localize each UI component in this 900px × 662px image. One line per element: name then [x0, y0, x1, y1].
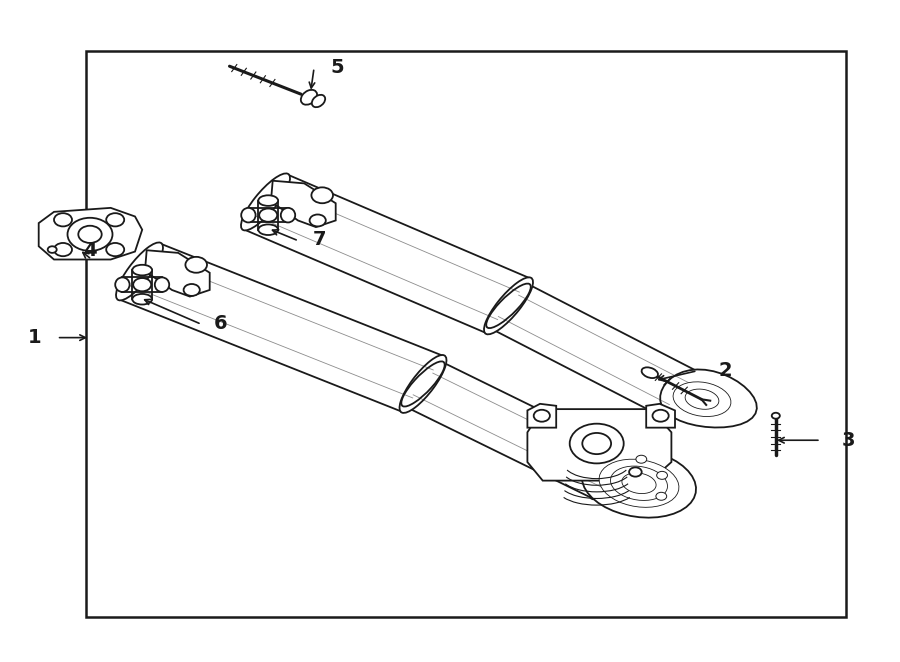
- Polygon shape: [599, 459, 679, 507]
- Polygon shape: [622, 473, 656, 494]
- Ellipse shape: [657, 371, 702, 416]
- Polygon shape: [527, 409, 671, 481]
- Circle shape: [570, 424, 624, 463]
- Circle shape: [133, 278, 151, 291]
- Ellipse shape: [281, 208, 295, 222]
- Circle shape: [311, 187, 333, 203]
- Ellipse shape: [116, 242, 163, 301]
- Polygon shape: [145, 250, 210, 297]
- Ellipse shape: [132, 265, 152, 275]
- Polygon shape: [661, 369, 757, 428]
- Polygon shape: [244, 175, 530, 333]
- Circle shape: [582, 433, 611, 454]
- Ellipse shape: [772, 413, 779, 419]
- Circle shape: [656, 493, 667, 500]
- Ellipse shape: [590, 454, 634, 499]
- Circle shape: [636, 455, 647, 463]
- Circle shape: [185, 257, 207, 273]
- Circle shape: [184, 284, 200, 296]
- FancyBboxPatch shape: [86, 51, 846, 617]
- Polygon shape: [527, 404, 556, 428]
- Polygon shape: [610, 466, 668, 500]
- Polygon shape: [39, 208, 142, 260]
- Circle shape: [534, 410, 550, 422]
- Ellipse shape: [486, 283, 531, 328]
- Text: 7: 7: [313, 230, 327, 249]
- Circle shape: [657, 471, 668, 479]
- Circle shape: [54, 243, 72, 256]
- Polygon shape: [403, 362, 632, 498]
- Ellipse shape: [642, 367, 658, 378]
- Text: 4: 4: [83, 241, 97, 260]
- Polygon shape: [271, 181, 336, 227]
- Ellipse shape: [400, 355, 446, 413]
- Circle shape: [54, 213, 72, 226]
- Text: 2: 2: [718, 361, 732, 380]
- Ellipse shape: [258, 224, 278, 235]
- Circle shape: [310, 214, 326, 226]
- Text: 1: 1: [27, 328, 41, 347]
- Text: 6: 6: [214, 314, 228, 332]
- Circle shape: [652, 410, 669, 422]
- Ellipse shape: [484, 277, 533, 334]
- Polygon shape: [673, 382, 731, 416]
- Circle shape: [106, 243, 124, 256]
- Ellipse shape: [241, 173, 290, 230]
- Circle shape: [259, 209, 277, 222]
- Ellipse shape: [132, 294, 152, 305]
- Text: 5: 5: [330, 58, 344, 77]
- Circle shape: [68, 218, 112, 251]
- Text: 3: 3: [842, 431, 855, 449]
- Circle shape: [629, 467, 642, 477]
- Ellipse shape: [401, 361, 445, 406]
- Polygon shape: [119, 244, 444, 412]
- Ellipse shape: [115, 277, 130, 292]
- Circle shape: [106, 213, 124, 226]
- Ellipse shape: [301, 90, 317, 105]
- Polygon shape: [646, 404, 675, 428]
- Ellipse shape: [241, 208, 256, 222]
- Polygon shape: [685, 389, 719, 409]
- Polygon shape: [582, 449, 696, 518]
- Ellipse shape: [311, 95, 325, 107]
- Circle shape: [78, 226, 102, 243]
- Ellipse shape: [258, 195, 278, 206]
- Circle shape: [48, 246, 57, 253]
- Ellipse shape: [155, 277, 169, 292]
- Polygon shape: [488, 285, 700, 415]
